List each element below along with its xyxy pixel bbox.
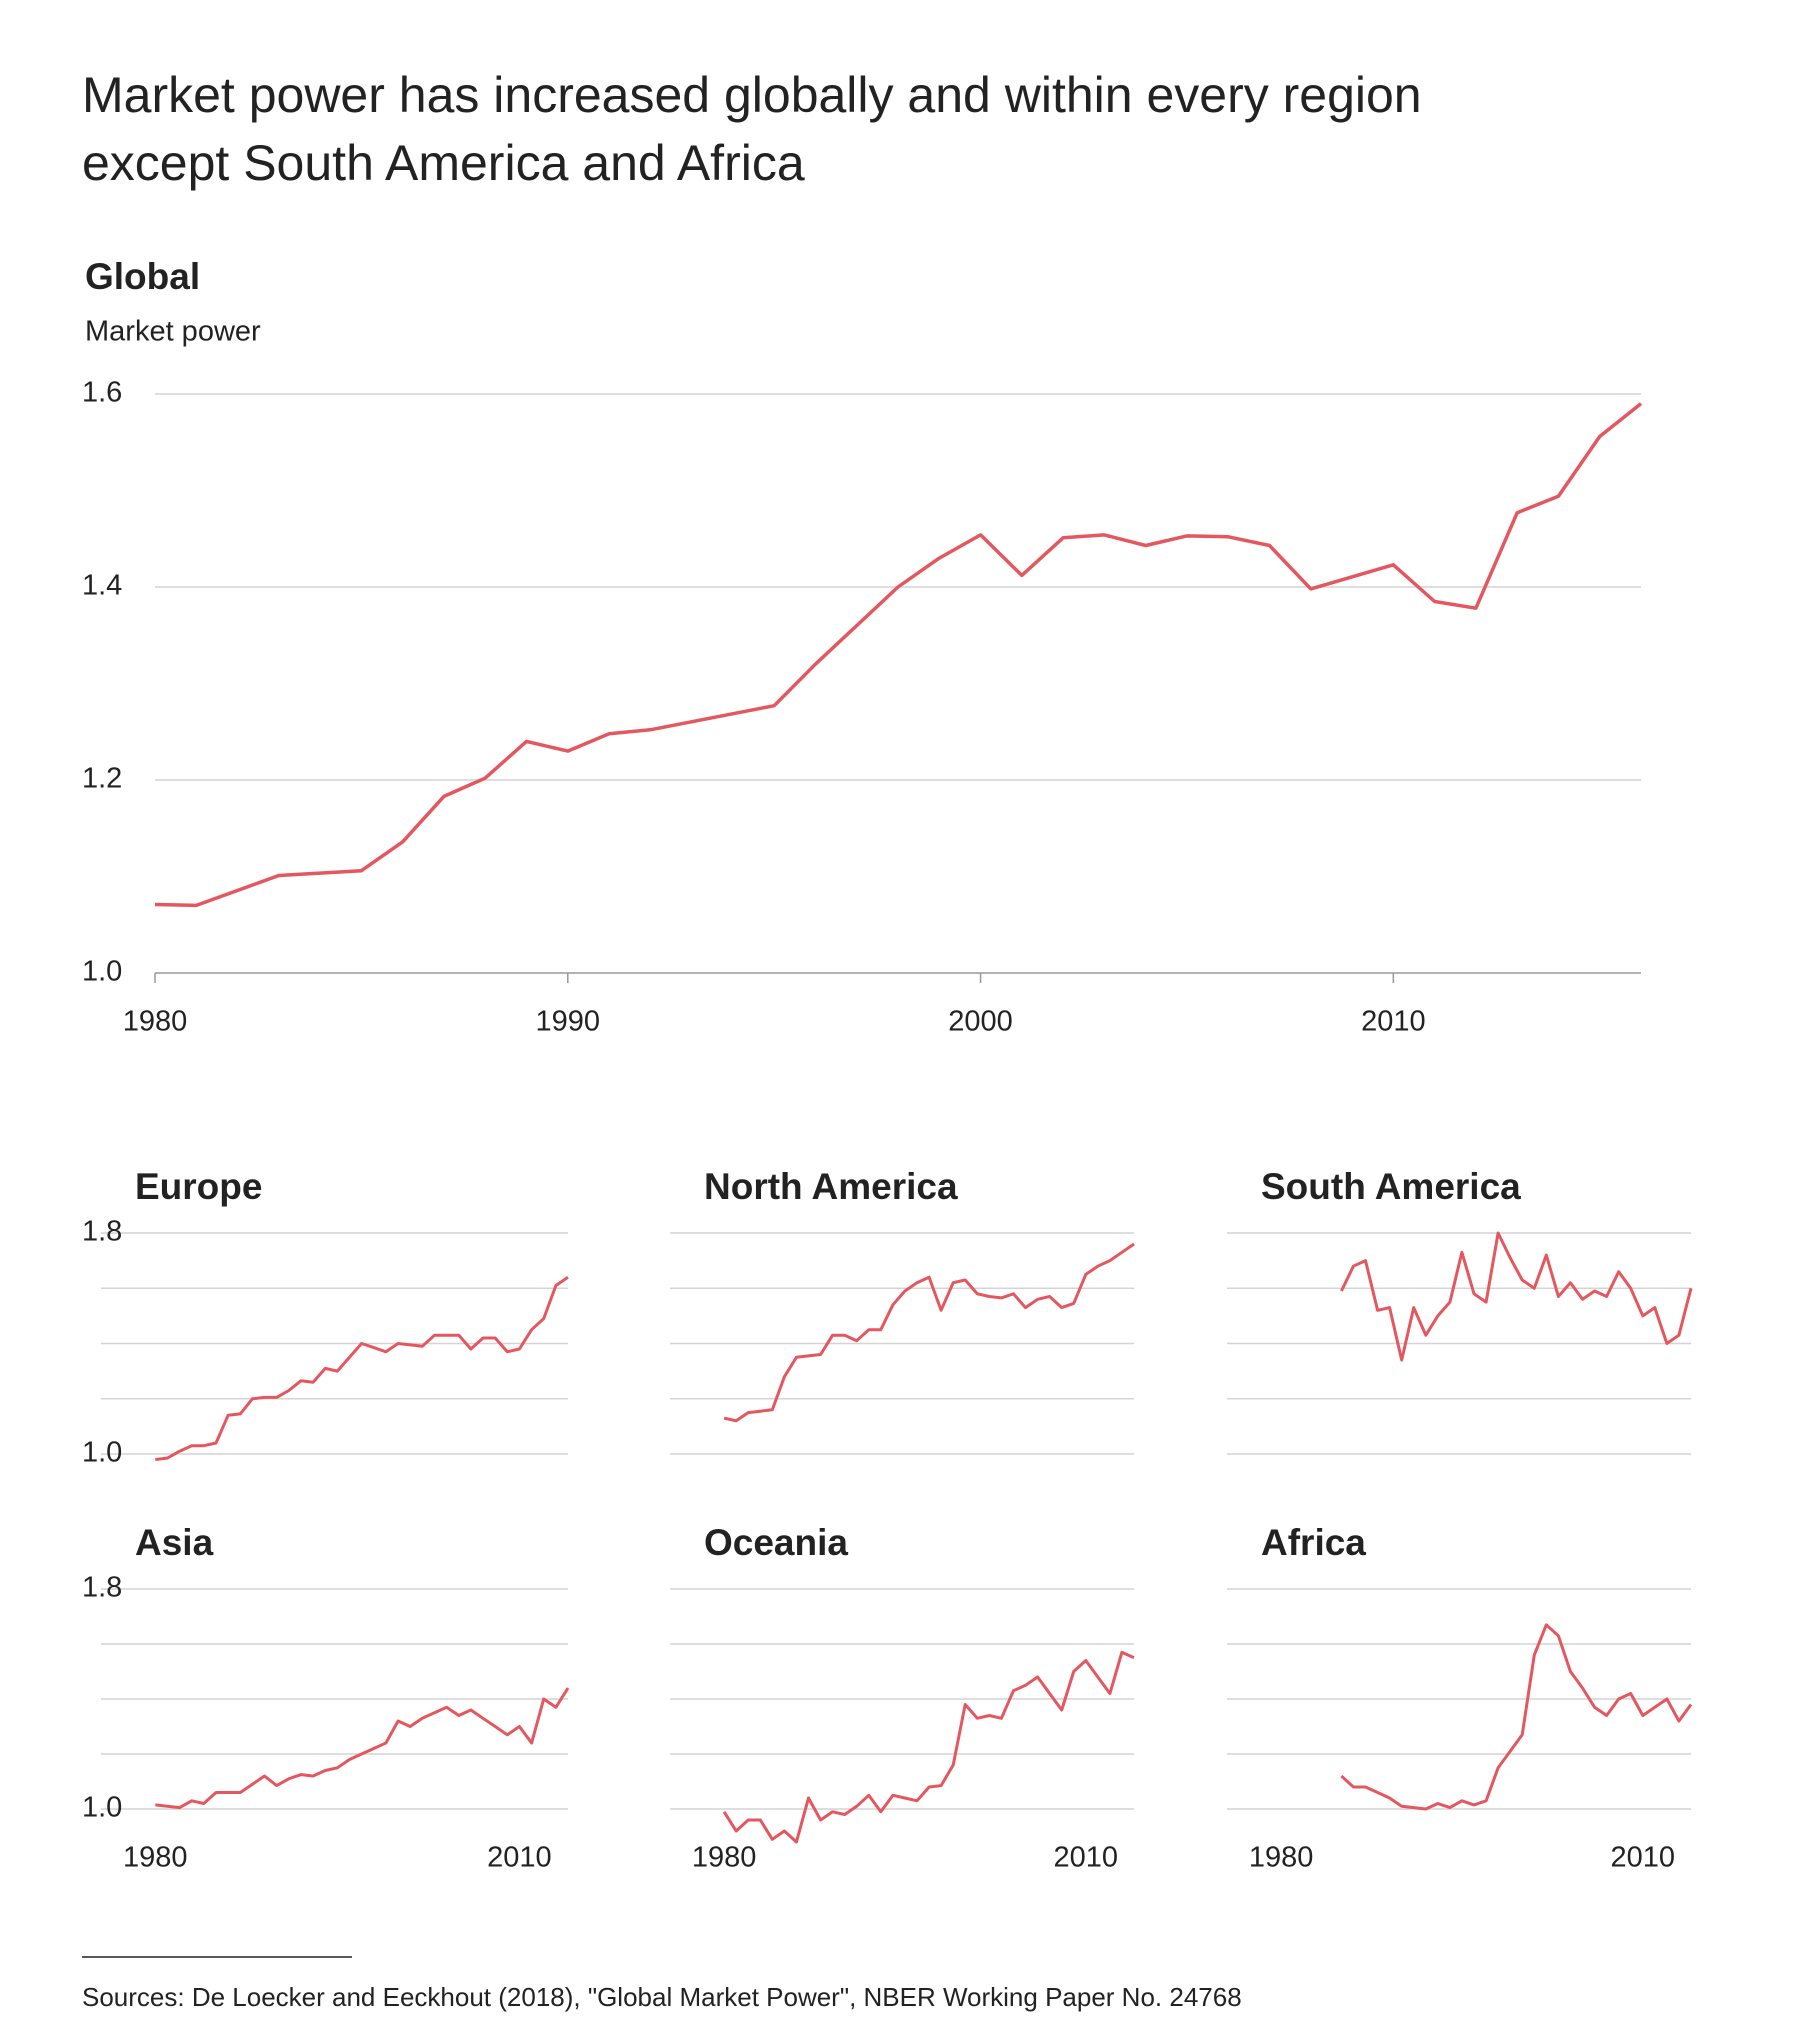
data-line [723, 1242, 1135, 1423]
x-tick-label: 1980 [692, 1842, 757, 1874]
data-line [722, 1650, 1135, 1844]
data-line [1340, 1231, 1693, 1362]
x-tick-label: 2010 [1054, 1842, 1119, 1874]
x-tick-label: 2010 [1611, 1842, 1676, 1874]
x-tick-label: 2010 [487, 1842, 552, 1874]
main-title: Market power has increased globally and … [82, 67, 1422, 123]
y-tick-label: 1.6 [82, 377, 122, 409]
data-line [154, 402, 1643, 908]
panel-title: Europe [135, 1166, 262, 1207]
y-tick-label: 1.4 [82, 570, 122, 602]
source: Sources: De Loecker and Eeckhout (2018),… [82, 1982, 1242, 2012]
y-tick-label: 1.0 [82, 1792, 122, 1824]
main-title: except South America and Africa [82, 135, 805, 191]
y-tick-label: 1.2 [82, 763, 122, 795]
y-tick-label: 1.8 [82, 1572, 122, 1604]
panel-title: Global [85, 256, 200, 297]
x-tick-label: 2010 [1361, 1006, 1426, 1038]
panel-title: Asia [135, 1522, 214, 1563]
panel-title: Oceania [704, 1522, 848, 1563]
x-tick-label: 1980 [1249, 1842, 1314, 1874]
panel-title: Africa [1261, 1522, 1366, 1563]
x-tick-label: 1980 [123, 1842, 188, 1874]
y-axis-label: Market power [85, 316, 261, 348]
x-tick-label: 1990 [536, 1006, 601, 1038]
x-tick-label: 1980 [123, 1006, 188, 1038]
panel-title: South America [1261, 1166, 1521, 1207]
y-tick-label: 1.0 [82, 956, 122, 988]
data-line [155, 1275, 569, 1461]
data-line [155, 1687, 570, 1810]
y-tick-label: 1.8 [82, 1216, 122, 1248]
panel-title: North America [704, 1166, 958, 1207]
x-tick-label: 2000 [948, 1006, 1013, 1038]
data-line [1340, 1623, 1693, 1811]
y-tick-label: 1.0 [82, 1437, 122, 1469]
